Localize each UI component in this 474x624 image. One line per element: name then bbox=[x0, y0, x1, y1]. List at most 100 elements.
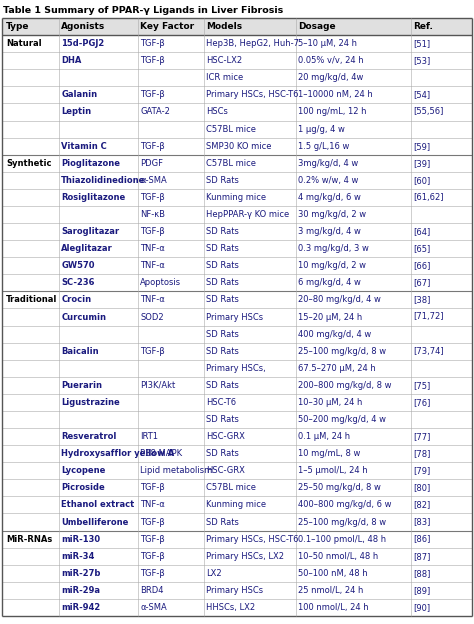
Text: TGF-β: TGF-β bbox=[140, 569, 165, 578]
Text: HSCs: HSCs bbox=[206, 107, 228, 117]
Text: 30 mg/kg/d, 2 w: 30 mg/kg/d, 2 w bbox=[298, 210, 366, 219]
Text: TNF-α: TNF-α bbox=[140, 295, 165, 305]
Text: 3mg/kg/d, 4 w: 3mg/kg/d, 4 w bbox=[298, 158, 358, 168]
Text: [59]: [59] bbox=[413, 142, 430, 150]
Text: [79]: [79] bbox=[413, 466, 430, 475]
Text: C57BL mice: C57BL mice bbox=[206, 484, 256, 492]
Text: Rosiglitazone: Rosiglitazone bbox=[61, 193, 126, 202]
Text: Puerarin: Puerarin bbox=[61, 381, 102, 390]
Text: TGF-β: TGF-β bbox=[140, 517, 165, 527]
Text: [83]: [83] bbox=[413, 517, 430, 527]
Text: 25 nmol/L, 24 h: 25 nmol/L, 24 h bbox=[298, 586, 363, 595]
Bar bbox=[2, 18, 472, 35]
Text: 50–100 nM, 48 h: 50–100 nM, 48 h bbox=[298, 569, 367, 578]
Text: 1–5 μmol/L, 24 h: 1–5 μmol/L, 24 h bbox=[298, 466, 367, 475]
Text: 400 mg/kg/d, 4 w: 400 mg/kg/d, 4 w bbox=[298, 329, 371, 339]
Text: Ligustrazine: Ligustrazine bbox=[61, 398, 120, 407]
Text: P38 MAPK: P38 MAPK bbox=[140, 449, 182, 458]
Text: 0.1–100 pmol/L, 48 h: 0.1–100 pmol/L, 48 h bbox=[298, 535, 386, 544]
Text: TNF-α: TNF-α bbox=[140, 244, 165, 253]
Text: [38]: [38] bbox=[413, 295, 430, 305]
Text: 100 ng/mL, 12 h: 100 ng/mL, 12 h bbox=[298, 107, 366, 117]
Text: 0.1 μM, 24 h: 0.1 μM, 24 h bbox=[298, 432, 350, 441]
Text: [90]: [90] bbox=[413, 603, 430, 612]
Text: Table 1 Summary of PPAR-γ Ligands in Liver Fibrosis: Table 1 Summary of PPAR-γ Ligands in Liv… bbox=[3, 6, 283, 15]
Text: 200–800 mg/kg/d, 8 w: 200–800 mg/kg/d, 8 w bbox=[298, 381, 391, 390]
Text: [88]: [88] bbox=[413, 569, 430, 578]
Text: Dosage: Dosage bbox=[298, 22, 336, 31]
Text: TGF-β: TGF-β bbox=[140, 227, 165, 236]
Text: 25–100 mg/kg/d, 8 w: 25–100 mg/kg/d, 8 w bbox=[298, 347, 386, 356]
Text: HepPPAR-γ KO mice: HepPPAR-γ KO mice bbox=[206, 210, 289, 219]
Text: SOD2: SOD2 bbox=[140, 313, 164, 321]
Text: Ref.: Ref. bbox=[413, 22, 433, 31]
Text: Leptin: Leptin bbox=[61, 107, 91, 117]
Text: Primary HSCs, LX2: Primary HSCs, LX2 bbox=[206, 552, 284, 561]
Text: HSC-T6: HSC-T6 bbox=[206, 398, 236, 407]
Text: Umbelliferone: Umbelliferone bbox=[61, 517, 129, 527]
Text: DHA: DHA bbox=[61, 56, 82, 66]
Text: 25–100 mg/kg/d, 8 w: 25–100 mg/kg/d, 8 w bbox=[298, 517, 386, 527]
Text: 5–10 μM, 24 h: 5–10 μM, 24 h bbox=[298, 39, 357, 48]
Text: [55,56]: [55,56] bbox=[413, 107, 443, 117]
Text: IRT1: IRT1 bbox=[140, 432, 158, 441]
Text: 20 mg/kg/d, 4w: 20 mg/kg/d, 4w bbox=[298, 73, 363, 82]
Text: Primary HSCs: Primary HSCs bbox=[206, 586, 263, 595]
Text: Picroside: Picroside bbox=[61, 484, 105, 492]
Text: Primary HSCs, HSC-T6: Primary HSCs, HSC-T6 bbox=[206, 90, 299, 99]
Text: 4 mg/kg/d, 6 w: 4 mg/kg/d, 6 w bbox=[298, 193, 361, 202]
Text: SD Rats: SD Rats bbox=[206, 415, 239, 424]
Text: [65]: [65] bbox=[413, 244, 430, 253]
Text: SD Rats: SD Rats bbox=[206, 347, 239, 356]
Text: Agonists: Agonists bbox=[61, 22, 106, 31]
Text: [60]: [60] bbox=[413, 176, 430, 185]
Text: SD Rats: SD Rats bbox=[206, 244, 239, 253]
Text: SMP30 KO mice: SMP30 KO mice bbox=[206, 142, 272, 150]
Text: TGF-β: TGF-β bbox=[140, 142, 165, 150]
Text: [54]: [54] bbox=[413, 90, 430, 99]
Text: Lipid metabolism: Lipid metabolism bbox=[140, 466, 212, 475]
Text: Thiazolidinedione: Thiazolidinedione bbox=[61, 176, 146, 185]
Text: 0.2% w/w, 4 w: 0.2% w/w, 4 w bbox=[298, 176, 358, 185]
Text: 10–50 nmol/L, 48 h: 10–50 nmol/L, 48 h bbox=[298, 552, 378, 561]
Text: [61,62]: [61,62] bbox=[413, 193, 443, 202]
Text: HSC-GRX: HSC-GRX bbox=[206, 466, 245, 475]
Text: SD Rats: SD Rats bbox=[206, 381, 239, 390]
Text: 6 mg/kg/d, 4 w: 6 mg/kg/d, 4 w bbox=[298, 278, 361, 287]
Text: Primary HSCs: Primary HSCs bbox=[206, 313, 263, 321]
Text: Primary HSCs, HSC-T6: Primary HSCs, HSC-T6 bbox=[206, 535, 299, 544]
Text: Vitamin C: Vitamin C bbox=[61, 142, 107, 150]
Text: Key Factor: Key Factor bbox=[140, 22, 194, 31]
Text: Curcumin: Curcumin bbox=[61, 313, 106, 321]
Text: [71,72]: [71,72] bbox=[413, 313, 443, 321]
Text: 0.05% v/v, 24 h: 0.05% v/v, 24 h bbox=[298, 56, 364, 66]
Text: SD Rats: SD Rats bbox=[206, 517, 239, 527]
Text: [80]: [80] bbox=[413, 484, 430, 492]
Text: Primary HSCs,: Primary HSCs, bbox=[206, 364, 266, 373]
Text: ICR mice: ICR mice bbox=[206, 73, 243, 82]
Text: C57BL mice: C57BL mice bbox=[206, 125, 256, 134]
Text: Natural: Natural bbox=[6, 39, 42, 48]
Text: TGF-β: TGF-β bbox=[140, 56, 165, 66]
Text: NF-κB: NF-κB bbox=[140, 210, 165, 219]
Text: 1–10000 nM, 24 h: 1–10000 nM, 24 h bbox=[298, 90, 373, 99]
Text: SD Rats: SD Rats bbox=[206, 227, 239, 236]
Text: TNF-α: TNF-α bbox=[140, 261, 165, 270]
Text: [66]: [66] bbox=[413, 261, 430, 270]
Text: α-SMA: α-SMA bbox=[140, 603, 167, 612]
Text: Galanin: Galanin bbox=[61, 90, 98, 99]
Text: SD Rats: SD Rats bbox=[206, 295, 239, 305]
Text: [53]: [53] bbox=[413, 56, 430, 66]
Text: SD Rats: SD Rats bbox=[206, 449, 239, 458]
Text: MiR-RNAs: MiR-RNAs bbox=[6, 535, 53, 544]
Text: [39]: [39] bbox=[413, 158, 430, 168]
Text: [78]: [78] bbox=[413, 449, 430, 458]
Text: [76]: [76] bbox=[413, 398, 430, 407]
Text: 25–50 mg/kg/d, 8 w: 25–50 mg/kg/d, 8 w bbox=[298, 484, 381, 492]
Text: Hep3B, HepG2, Huh-7: Hep3B, HepG2, Huh-7 bbox=[206, 39, 299, 48]
Text: LX2: LX2 bbox=[206, 569, 222, 578]
Text: [82]: [82] bbox=[413, 500, 430, 509]
Text: TGF-β: TGF-β bbox=[140, 347, 165, 356]
Text: GATA-2: GATA-2 bbox=[140, 107, 170, 117]
Text: [51]: [51] bbox=[413, 39, 430, 48]
